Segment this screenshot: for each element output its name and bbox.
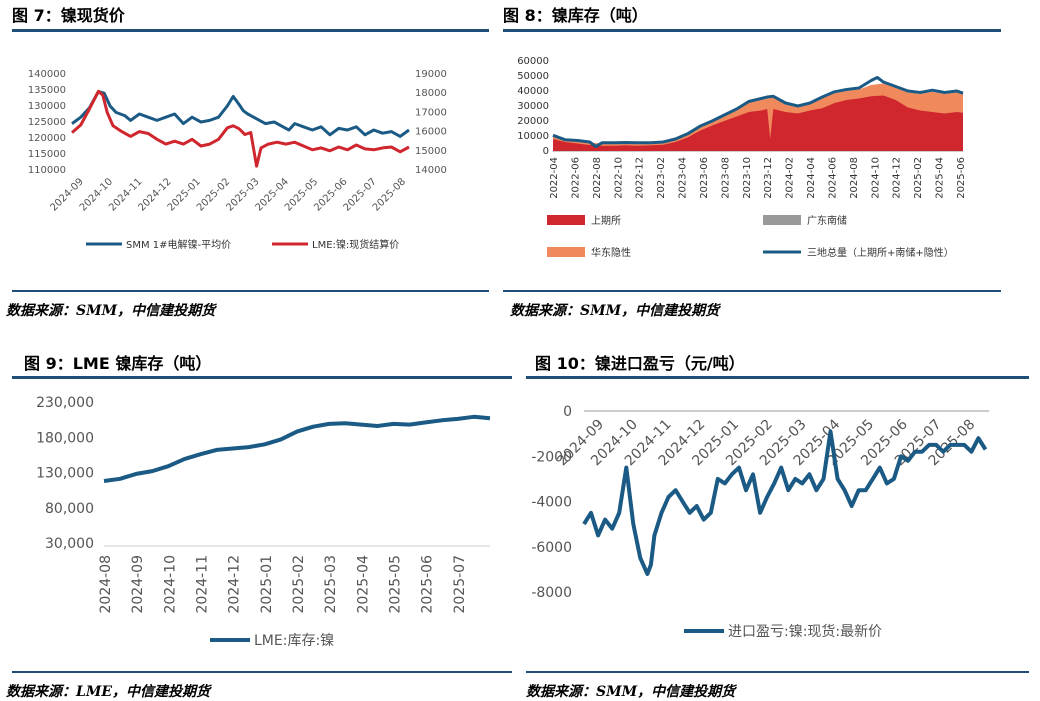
fig8-x-tick: 2022-04 — [549, 157, 560, 199]
fig9-x-tick: 2024-09 — [130, 555, 146, 614]
fig9-x-tick: 2025-04 — [355, 555, 371, 614]
fig7-chart: 140000 135000 130000 125000 120000 115000 1100… — [28, 69, 447, 251]
fig9-top-rule — [12, 376, 512, 379]
fig7-bottom-rule — [12, 290, 489, 292]
fig9-y-tick: 80,000 — [45, 501, 94, 517]
fig8-y-tick: 10000 — [517, 131, 549, 142]
fig7-yleft-tick: 110000 — [28, 165, 66, 176]
fig8-source: 数据来源：SMM，中信建投期货 — [510, 303, 720, 319]
fig9-x-tick: 2025-03 — [323, 555, 339, 614]
fig8-x-tick: 2022-08 — [592, 157, 603, 199]
fig8-x-tick: 2022-06 — [570, 157, 581, 199]
fig8-y-tick: 60000 — [517, 56, 549, 67]
fig7-yright-tick: 15000 — [415, 146, 447, 157]
fig7-source: 数据来源：SMM，中信建投期货 — [6, 303, 216, 319]
fig7-legend-label: SMM 1#电解镍-平均价 — [126, 238, 231, 251]
fig8-area-shfe — [553, 95, 963, 151]
fig8-x-tick: 2025-06 — [956, 157, 967, 199]
fig10-legend-label: 进口盈亏:镍:现货:最新价 — [728, 623, 882, 640]
fig8-legend-label: 上期所 — [591, 215, 621, 227]
fig7-yleft-tick: 115000 — [28, 149, 66, 160]
fig8-legend-label: 华东隐性 — [591, 246, 631, 259]
fig7-title: 图 7：镍现货价 — [12, 6, 125, 25]
fig9-bottom-rule — [12, 671, 512, 673]
fig8-x-tick: 2023-08 — [720, 157, 731, 199]
fig7-yleft-tick: 125000 — [28, 117, 66, 128]
fig8-x-tick: 2024-10 — [870, 157, 881, 199]
fig7-yright-tick: 14000 — [415, 165, 447, 176]
fig8-legend-swatch — [547, 215, 585, 225]
fig9-x-tick: 2024-08 — [98, 555, 114, 614]
fig8-x-tick: 2024-12 — [892, 157, 903, 199]
fig8-x-tick: 2023-02 — [656, 157, 667, 199]
fig8-x-tick: 2024-06 — [827, 157, 838, 199]
fig10-bottom-rule — [526, 671, 1029, 673]
fig9-x-tick: 2025-05 — [388, 555, 404, 614]
fig7-top-rule — [12, 29, 489, 32]
fig10-y-tick: -4000 — [531, 495, 572, 511]
fig9-title: 图 9：LME 镍库存（吨） — [24, 354, 212, 373]
fig8-x-tick: 2022-12 — [635, 157, 646, 199]
fig7-yright-tick: 17000 — [415, 107, 447, 118]
fig8-y-tick: 30000 — [517, 101, 549, 112]
fig9-series-line — [103, 414, 491, 483]
fig9-x-tick: 2025-01 — [259, 555, 275, 614]
fig7-series-line-1 — [71, 89, 410, 168]
fig10-y-tick: 0 — [563, 404, 572, 420]
fig10-y-tick: -2000 — [531, 449, 572, 465]
fig8-legend-label: 三地总量（上期所+南储+隐性） — [807, 246, 954, 259]
fig8-x-tick: 2023-10 — [742, 157, 753, 199]
fig9-x-tick: 2025-07 — [452, 555, 468, 614]
fig7-yleft-tick: 135000 — [28, 85, 66, 96]
fig8-x-tick: 2023-12 — [763, 157, 774, 199]
fig8-legend-swatch — [547, 247, 585, 257]
fig7-yleft-tick: 140000 — [28, 69, 66, 80]
fig8-x-tick: 2022-10 — [613, 157, 624, 199]
fig8-legend-swatch — [763, 215, 801, 225]
fig8-y-tick: 20000 — [517, 116, 549, 127]
fig8-y-tick: 50000 — [517, 71, 549, 82]
fig9-y-tick: 130,000 — [36, 466, 94, 482]
fig9-x-tick: 2025-06 — [420, 555, 436, 614]
fig8-x-tick: 2023-04 — [678, 157, 689, 199]
fig9-x-tick: 2024-10 — [162, 555, 178, 614]
fig7-yright-tick: 18000 — [415, 88, 447, 99]
fig8-legend-label: 广东南储 — [807, 214, 847, 227]
fig10-top-rule — [526, 376, 1029, 379]
fig9-x-tick: 2024-12 — [227, 555, 243, 614]
fig10-source: 数据来源：SMM，中信建投期货 — [526, 684, 736, 700]
fig8-total-line — [552, 76, 964, 148]
fig7-yleft-tick: 120000 — [28, 133, 66, 144]
fig8-y-tick: 40000 — [517, 86, 549, 97]
fig7-yright-tick: 16000 — [415, 127, 447, 138]
fig10-y-tick: -8000 — [531, 585, 572, 601]
fig8-x-tick: 2025-04 — [935, 157, 946, 199]
fig9-y-tick: 230,000 — [36, 395, 94, 411]
fig8-x-tick: 2024-02 — [785, 157, 796, 199]
fig8-x-tick: 2023-06 — [699, 157, 710, 199]
fig9-x-tick: 2025-02 — [291, 555, 307, 614]
fig8-bottom-rule — [503, 290, 1001, 292]
fig10-chart: 0-2000-4000-6000-80002024-092024-102024-… — [531, 404, 989, 640]
fig8-title: 图 8：镍库存（吨） — [503, 6, 648, 25]
fig7-legend-label: LME:镍:现货结算价 — [312, 238, 399, 251]
fig7-series-line-0 — [71, 90, 410, 138]
fig9-x-tick: 2024-11 — [195, 555, 211, 614]
fig7-yright-tick: 19000 — [415, 69, 447, 80]
fig9-legend-label: LME:库存:镍 — [254, 633, 334, 649]
fig7-yleft-tick: 130000 — [28, 101, 66, 112]
fig10-y-tick: -6000 — [531, 540, 572, 556]
fig8-x-tick: 2024-08 — [849, 157, 860, 199]
fig8-x-tick: 2024-04 — [806, 157, 817, 199]
fig9-source: 数据来源：LME，中信建投期货 — [6, 684, 211, 700]
fig10-title: 图 10：镍进口盈亏（元/吨） — [535, 354, 745, 373]
fig9-y-tick: 30,000 — [45, 536, 94, 552]
fig8-x-tick: 2025-02 — [913, 157, 924, 199]
fig10-series-line — [582, 429, 988, 576]
fig9-y-tick: 180,000 — [36, 430, 94, 446]
fig8-y-tick: 0 — [543, 146, 549, 157]
fig8-top-rule — [503, 29, 1001, 32]
fig9-chart: 230,000 180,000 130,000 80,000 30,0002024-08… — [36, 395, 491, 649]
